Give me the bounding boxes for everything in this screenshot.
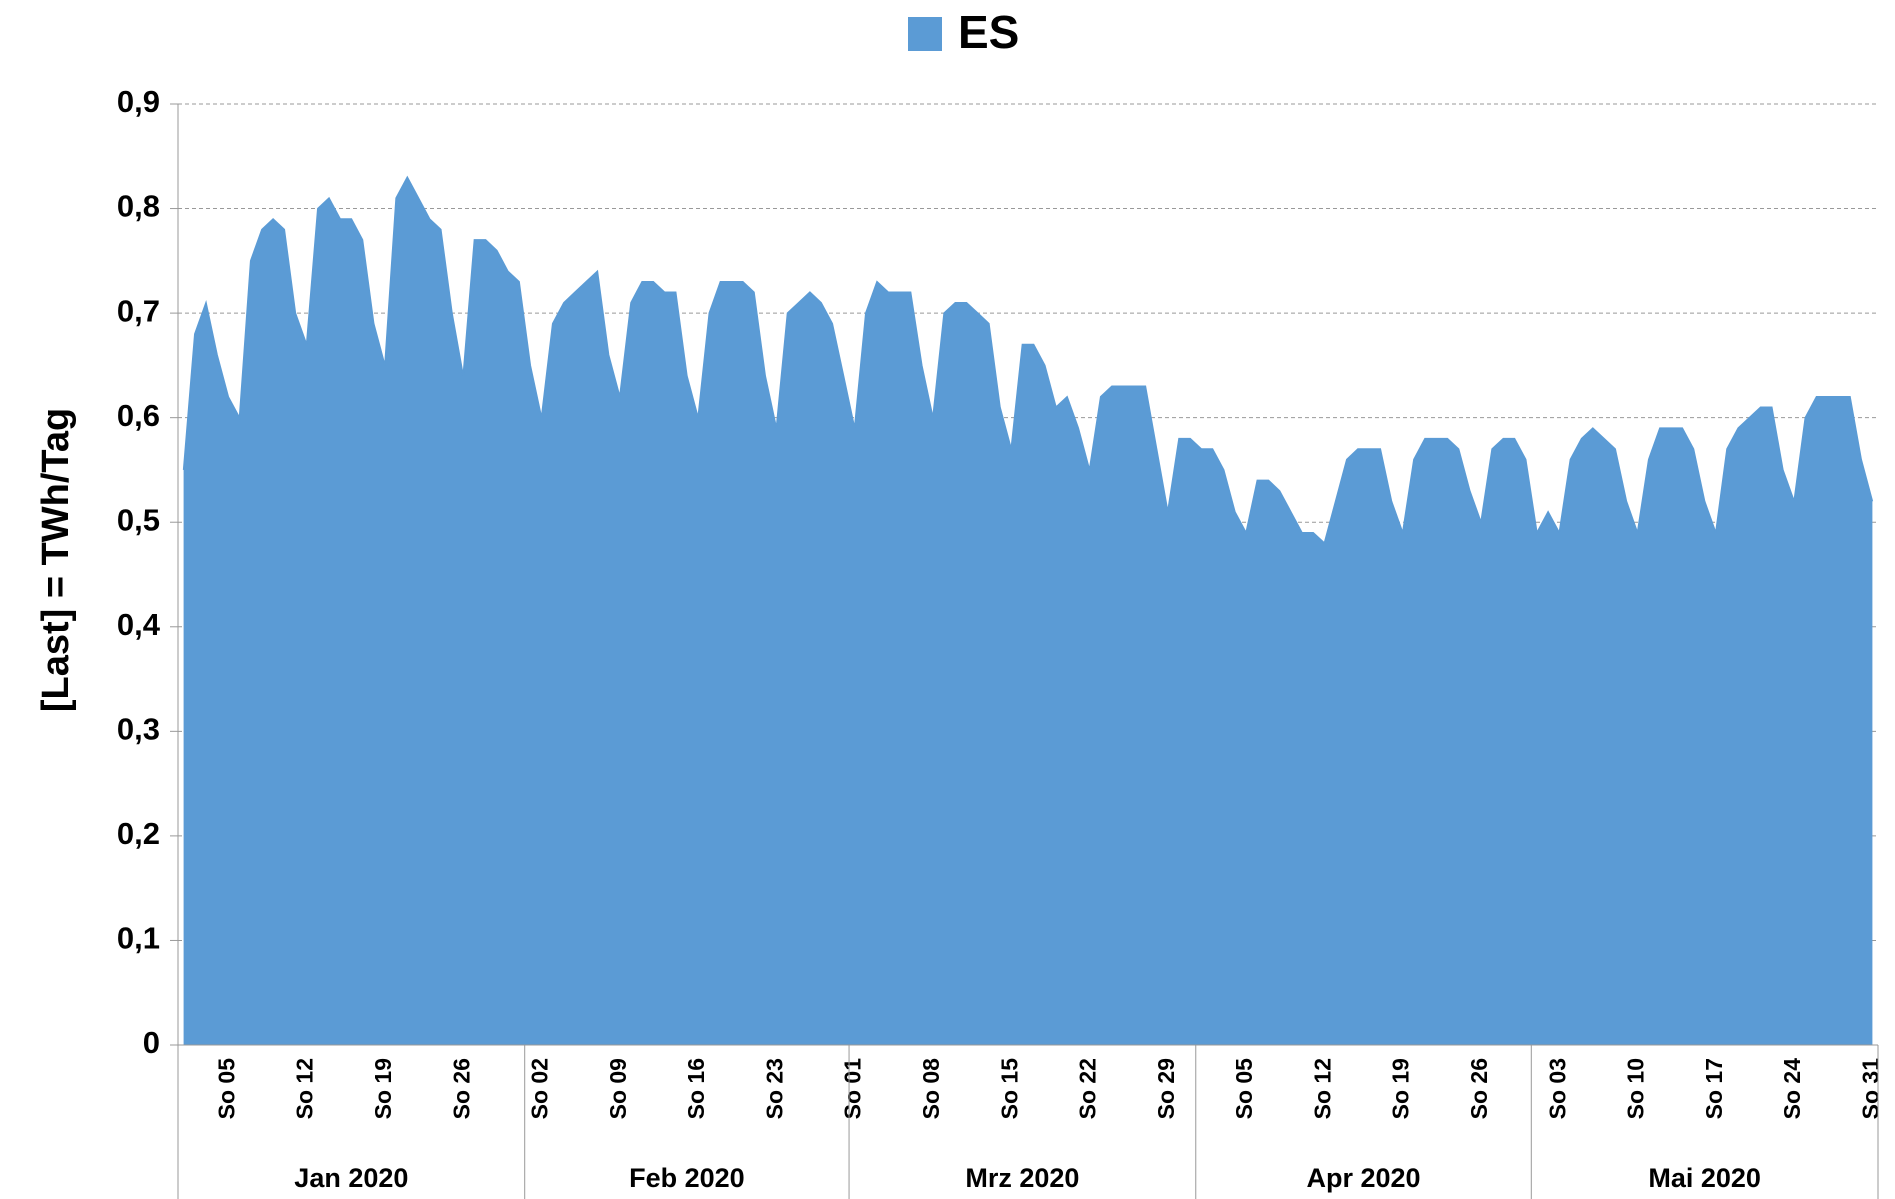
y-tick-label: 0,9 — [117, 84, 160, 119]
legend-label: ES — [958, 6, 1019, 58]
x-tick-label: So 12 — [292, 1058, 318, 1119]
x-tick-label: So 22 — [1075, 1058, 1101, 1119]
x-tick-label: So 19 — [1388, 1058, 1414, 1119]
x-tick-label: So 26 — [1466, 1058, 1492, 1119]
x-tick-label: So 26 — [448, 1058, 474, 1119]
group-label: Feb 2020 — [629, 1163, 745, 1193]
x-tick-label: So 01 — [840, 1058, 866, 1120]
x-tick-label: So 09 — [605, 1058, 631, 1119]
x-tick-label: So 16 — [683, 1058, 709, 1119]
group-label: Apr 2020 — [1306, 1163, 1420, 1193]
x-tick-label: So 02 — [527, 1058, 553, 1119]
area-fill — [183, 177, 1873, 1045]
y-tick-label: 0 — [143, 1025, 160, 1060]
group-label: Mai 2020 — [1648, 1163, 1761, 1193]
x-tick-label: So 05 — [213, 1058, 239, 1120]
x-tick-label: So 24 — [1779, 1058, 1805, 1120]
y-tick-label: 0,6 — [117, 398, 160, 433]
area-line — [182, 175, 1874, 545]
x-tick-label: So 12 — [1309, 1058, 1335, 1119]
x-tick-label: So 15 — [996, 1058, 1022, 1120]
x-tick-label: So 17 — [1701, 1058, 1727, 1119]
y-axis-label: [Last] = TWh/Tag — [35, 408, 77, 712]
group-label: Mrz 2020 — [965, 1163, 1079, 1193]
y-tick-label: 0,5 — [117, 502, 160, 537]
legend-swatch — [908, 17, 942, 51]
y-tick-label: 0,8 — [117, 189, 160, 224]
x-tick-label: So 29 — [1153, 1058, 1179, 1119]
x-tick-label: So 08 — [918, 1058, 944, 1120]
y-tick-label: 0,2 — [117, 816, 160, 851]
x-tick-label: So 03 — [1544, 1058, 1570, 1119]
y-tick-label: 0,1 — [117, 921, 160, 956]
x-tick-label: So 10 — [1623, 1058, 1649, 1119]
y-tick-label: 0,3 — [117, 712, 160, 747]
x-tick-label: So 31 — [1857, 1058, 1883, 1120]
x-tick-label: So 05 — [1231, 1058, 1257, 1120]
y-tick-label: 0,7 — [117, 293, 160, 328]
group-label: Jan 2020 — [294, 1163, 408, 1193]
y-tick-label: 0,4 — [117, 607, 161, 642]
x-tick-label: So 23 — [761, 1058, 787, 1119]
x-tick-label: So 19 — [370, 1058, 396, 1119]
